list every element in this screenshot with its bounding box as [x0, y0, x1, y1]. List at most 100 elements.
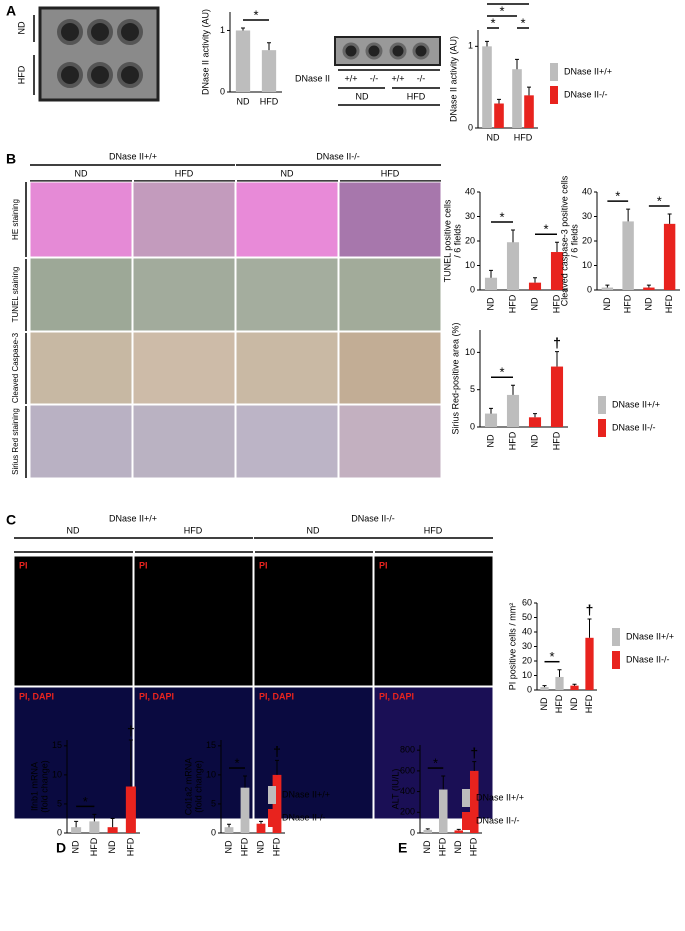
error-bar	[667, 213, 672, 224]
y-tick-label: 800	[400, 745, 415, 755]
diet-label: HFD	[175, 168, 194, 178]
error-bar	[489, 407, 493, 414]
micrograph	[253, 555, 374, 687]
annotation: *	[499, 365, 504, 380]
x-tick-label: ND	[107, 840, 117, 853]
diet-label: HFD	[424, 525, 443, 535]
y-axis-label: DNase II activity (AU)	[448, 36, 458, 122]
y-tick-label: 5	[57, 798, 62, 808]
annotation: †	[273, 743, 281, 759]
x-tick-label: ND	[539, 697, 549, 710]
y-tick-label: 200	[400, 807, 415, 817]
error-bar	[241, 27, 245, 31]
micrograph	[338, 404, 442, 479]
x-tick-label: HFD	[507, 431, 517, 450]
y-axis-label: (fold change)	[39, 760, 49, 813]
annotation: *	[234, 755, 239, 770]
channel-label: PI	[259, 560, 268, 570]
y-tick-label: 0	[410, 827, 415, 837]
bar	[494, 103, 504, 128]
y-tick-label: 30	[582, 211, 592, 221]
x-tick-label: HFD	[584, 694, 594, 713]
y-tick-label: 1	[220, 25, 225, 35]
bar	[524, 95, 534, 128]
y-tick-label: 400	[400, 786, 415, 796]
bar	[438, 789, 448, 833]
bar	[125, 786, 136, 833]
legend-swatch	[462, 789, 470, 807]
micrograph	[338, 331, 442, 405]
legend-swatch	[612, 628, 620, 646]
bar	[528, 417, 542, 427]
y-tick-label: 20	[465, 235, 475, 245]
x-tick-label: HFD	[514, 132, 533, 142]
x-tick-label: HFD	[469, 837, 479, 856]
genotype-label: +/+	[391, 73, 404, 83]
y-tick-label: 10	[582, 260, 592, 270]
legend-swatch	[612, 651, 620, 669]
micrograph	[13, 686, 134, 820]
micrograph	[133, 686, 254, 820]
bar	[528, 282, 542, 290]
channel-label: PI, DAPI	[259, 691, 294, 701]
row-label: DNase II	[295, 73, 330, 83]
annotation: *	[83, 794, 88, 809]
x-tick-label: HFD	[664, 294, 674, 313]
y-axis-label: Col1a2 mRNA	[183, 758, 193, 816]
x-tick-label: HFD	[239, 837, 249, 856]
error-bar	[425, 828, 430, 830]
legend-entry: DNase II-/-	[564, 89, 608, 99]
error-bar	[227, 823, 231, 828]
row-label: Sirius Red staining	[11, 408, 20, 475]
y-tick-label: 15	[206, 740, 216, 750]
legend-entry: DNase II-/-	[282, 812, 326, 822]
y-tick-label: 0	[57, 827, 62, 837]
x-tick-label: HFD	[271, 837, 281, 856]
genotype-label: -/-	[370, 73, 379, 83]
bar	[107, 827, 118, 833]
genotype-label: DNase II+/+	[109, 513, 157, 523]
bar	[454, 830, 464, 833]
y-tick-label: 0	[468, 122, 473, 132]
x-tick-label: HFD	[260, 96, 279, 106]
x-tick-label: ND	[569, 697, 579, 710]
bar	[555, 676, 564, 690]
bar	[506, 394, 520, 427]
annotation: *	[657, 193, 662, 208]
bar	[240, 787, 250, 833]
x-tick-label: HFD	[125, 837, 135, 856]
dividers	[14, 15, 493, 553]
micrograph	[29, 257, 133, 332]
y-tick-label: 10	[465, 260, 475, 270]
x-tick-label: ND	[223, 840, 233, 853]
y-tick-label: 0	[220, 86, 225, 96]
y-tick-label: 40	[582, 186, 592, 196]
row-label: HE staining	[11, 199, 20, 240]
x-tick-label: ND	[71, 840, 81, 853]
error-bar	[74, 820, 79, 828]
genotype-label: DNase II+/+	[109, 151, 157, 161]
annotation: *	[499, 3, 504, 18]
error-bar	[533, 277, 537, 283]
x-tick-label: ND	[485, 297, 495, 310]
legend-swatch	[598, 396, 606, 414]
y-axis-label: Cleaved caspase-3 positive cells	[559, 175, 569, 306]
bar	[469, 770, 479, 833]
micrograph	[235, 181, 339, 258]
bar	[71, 827, 82, 833]
bar	[550, 366, 564, 427]
micrograph	[235, 331, 339, 405]
annotation: *	[520, 15, 525, 30]
bar	[585, 637, 594, 690]
micrograph	[133, 555, 254, 687]
error-bar	[267, 42, 271, 51]
channel-label: PI, DAPI	[139, 691, 174, 701]
y-tick-label: 40	[465, 186, 475, 196]
micrograph	[29, 404, 133, 479]
micrograph	[29, 331, 133, 405]
y-tick-label: 50	[522, 612, 532, 622]
x-tick-label: ND	[422, 840, 432, 853]
annotation: †	[586, 602, 594, 618]
micrograph	[132, 331, 236, 405]
